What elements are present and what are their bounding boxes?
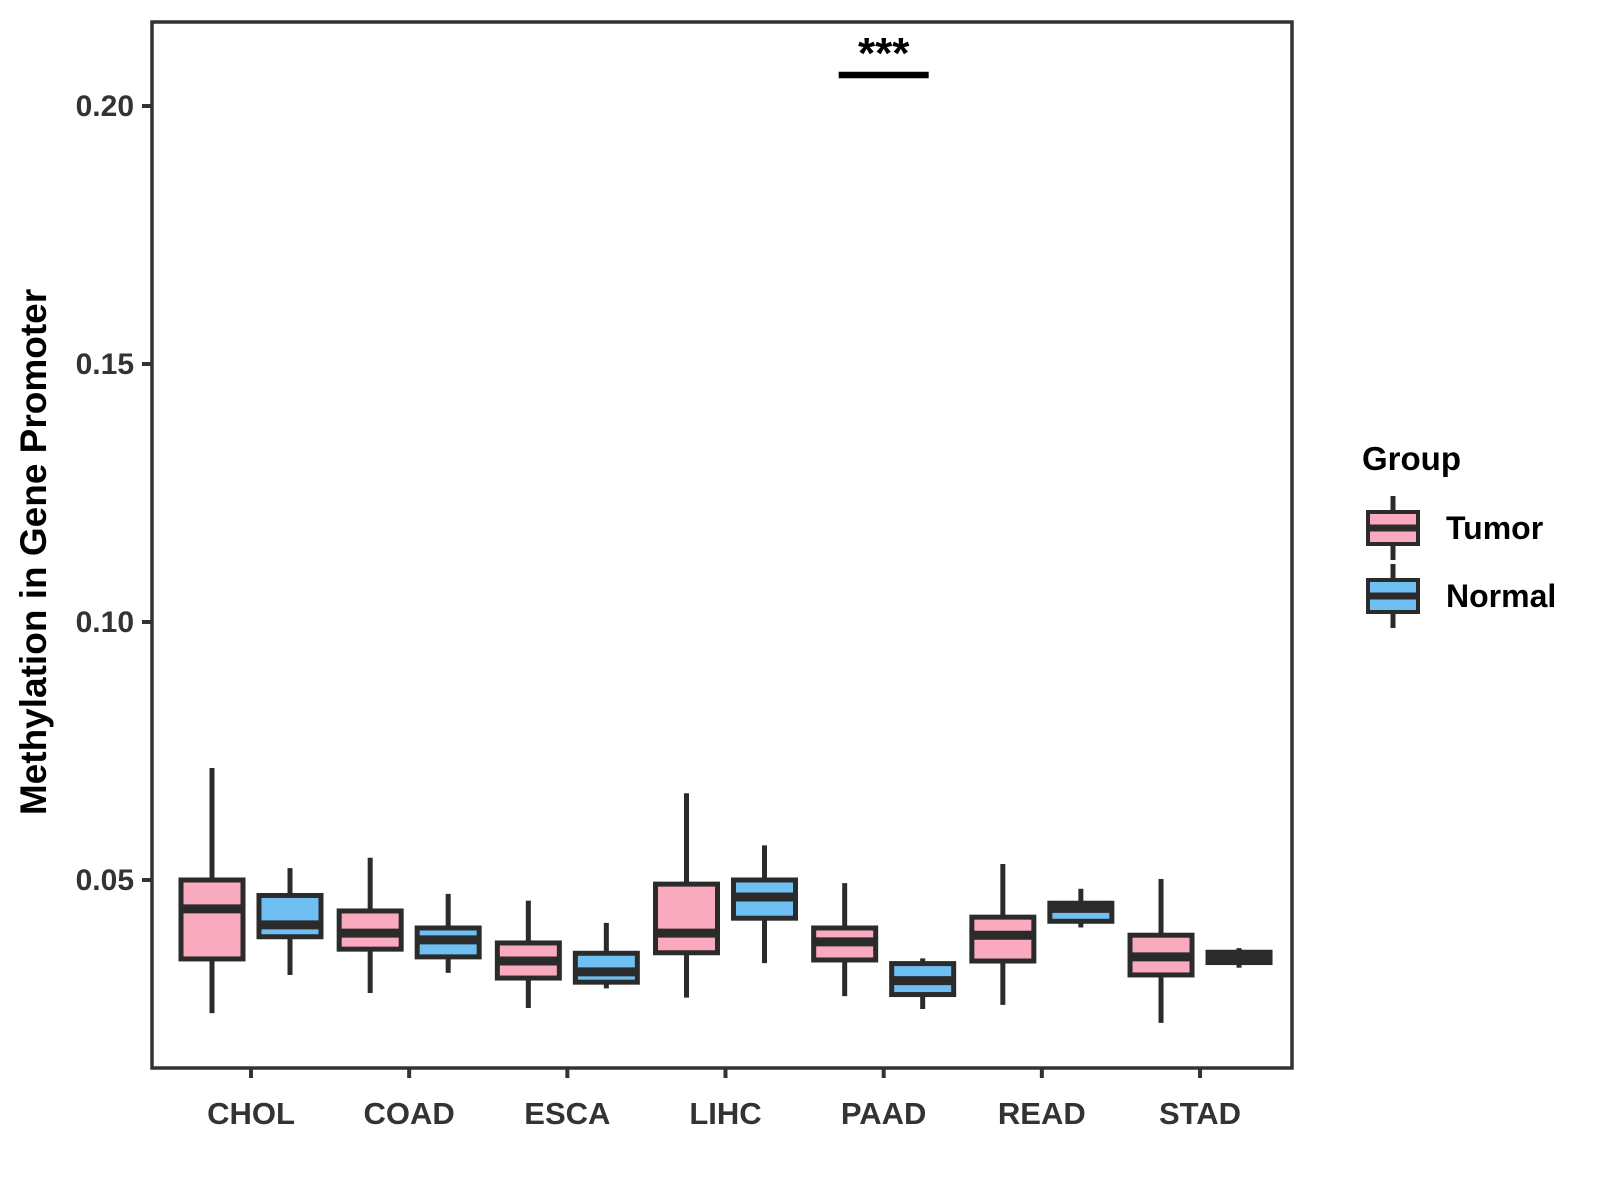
x-tick-label-read: READ — [998, 1096, 1086, 1131]
box-LIHC-Tumor — [653, 881, 721, 956]
y-tick-label: 0.10 — [76, 606, 134, 639]
legend-item-normal: Normal — [1356, 562, 1556, 630]
normal-boxplot-key-icon — [1366, 564, 1420, 628]
key-median — [1370, 592, 1416, 600]
box-CHOL-Normal — [256, 892, 324, 940]
y-tick-label: 0.20 — [76, 90, 134, 123]
legend-item-tumor: Tumor — [1356, 494, 1556, 562]
tumor-boxplot-key-icon — [1366, 496, 1420, 560]
x-tick-label-esca: ESCA — [524, 1096, 610, 1131]
x-tick-label-lihc: LIHC — [689, 1096, 761, 1131]
legend-title: Group — [1362, 440, 1461, 477]
x-tick-label-chol: CHOL — [207, 1096, 295, 1131]
y-tick-label: 0.15 — [76, 348, 134, 381]
legend: Group Tumor Normal — [1356, 440, 1556, 630]
legend-label-normal: Normal — [1446, 577, 1557, 614]
panel-border — [150, 20, 1294, 1070]
legend-label-tumor: Tumor — [1446, 509, 1544, 546]
x-tick-label-stad: STAD — [1159, 1096, 1241, 1131]
box-CHOL-Tumor — [178, 877, 246, 962]
y-axis-title: Methylation in Gene Promoter — [13, 289, 54, 815]
x-tick-label-paad: PAAD — [841, 1096, 927, 1131]
x-tick-label-coad: COAD — [364, 1096, 455, 1131]
key-box — [1366, 510, 1420, 546]
key-median — [1370, 524, 1416, 532]
key-box — [1366, 578, 1420, 614]
significance-stars: *** — [858, 29, 910, 78]
y-tick-label: 0.05 — [76, 864, 134, 897]
